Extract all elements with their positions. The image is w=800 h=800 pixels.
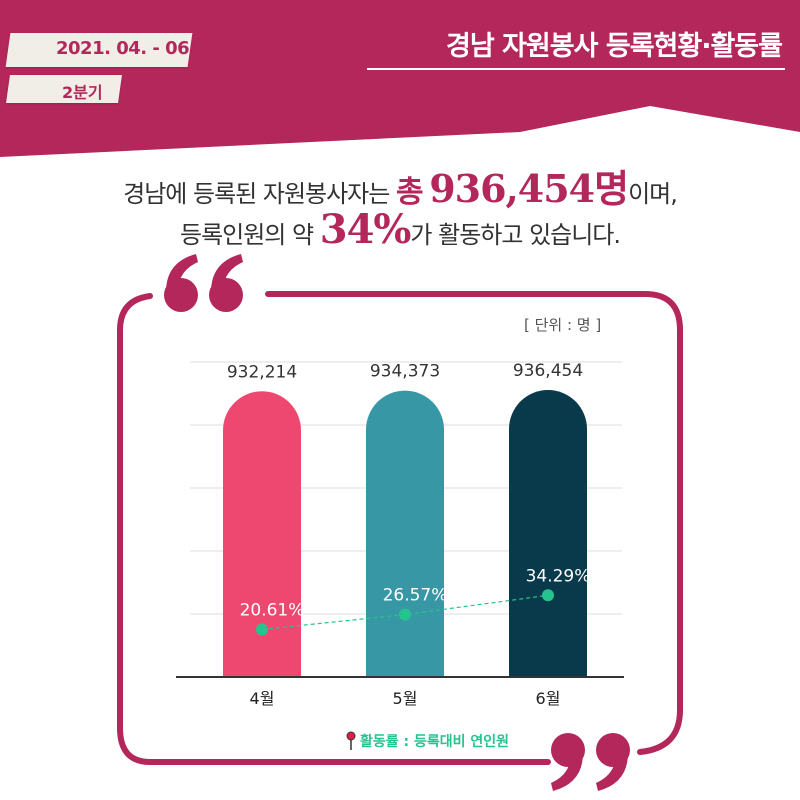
rate-value-label: 26.57%	[383, 586, 448, 606]
date-range: 2021. 04. - 06.	[56, 38, 196, 59]
headline-suffix-2: 가 활동하고 있습니다.	[410, 221, 621, 249]
rate-value-label: 34.29%	[526, 566, 591, 586]
headline-line-2: 등록인원의 약 34%가 활동하고 있습니다.	[0, 206, 800, 253]
x-tick-label: 5월	[393, 689, 418, 708]
title-underline	[367, 68, 785, 70]
x-tick-labels: 4월 5월 6월	[250, 689, 561, 708]
data-labels: 932,214 934,373 936,454 20.61% 26.57% 34.29%	[227, 361, 591, 620]
x-tick-label: 4월	[250, 689, 275, 708]
page-title: 경남 자원봉사 등록현황·활동률	[446, 31, 783, 62]
headline-line-1: 경남에 등록된 자원봉사자는 총 936,454명이며,	[0, 158, 800, 213]
legend: 활동률 : 등록대비 연인원	[346, 731, 509, 751]
chart-frame	[117, 291, 683, 765]
pin-icon	[346, 731, 356, 750]
rate-point	[256, 623, 268, 636]
headline-prefix-1: 경남에 등록된 자원봉사자는	[123, 180, 390, 208]
bar-value-label: 936,454	[513, 361, 583, 381]
bar-5월	[366, 390, 444, 677]
headline-suffix-1: 이며,	[628, 180, 678, 208]
bar-4월	[223, 391, 301, 677]
rate-value-label: 20.61%	[240, 600, 305, 620]
bar-value-label: 932,214	[227, 362, 297, 382]
rate-series	[256, 589, 554, 636]
headline-total-value: 936,454명	[429, 166, 629, 211]
headline-total-word: 총	[395, 175, 424, 210]
headline-prefix-2: 등록인원의 약	[179, 221, 314, 249]
rate-point	[399, 608, 411, 621]
x-tick-label: 6월	[536, 689, 561, 708]
headline-rate: 34%	[319, 206, 412, 253]
quarter-label: 2분기	[62, 83, 103, 102]
bar-series	[223, 390, 587, 677]
unit-label: [ 단위 : 명 ]	[524, 316, 602, 334]
bar-6월	[509, 390, 587, 677]
legend-label: 활동률 : 등록대비 연인원	[360, 734, 510, 750]
open-quote-icon	[164, 254, 243, 312]
rate-point	[542, 589, 554, 602]
close-quote-icon	[551, 733, 630, 791]
bar-value-label: 934,373	[370, 362, 440, 382]
